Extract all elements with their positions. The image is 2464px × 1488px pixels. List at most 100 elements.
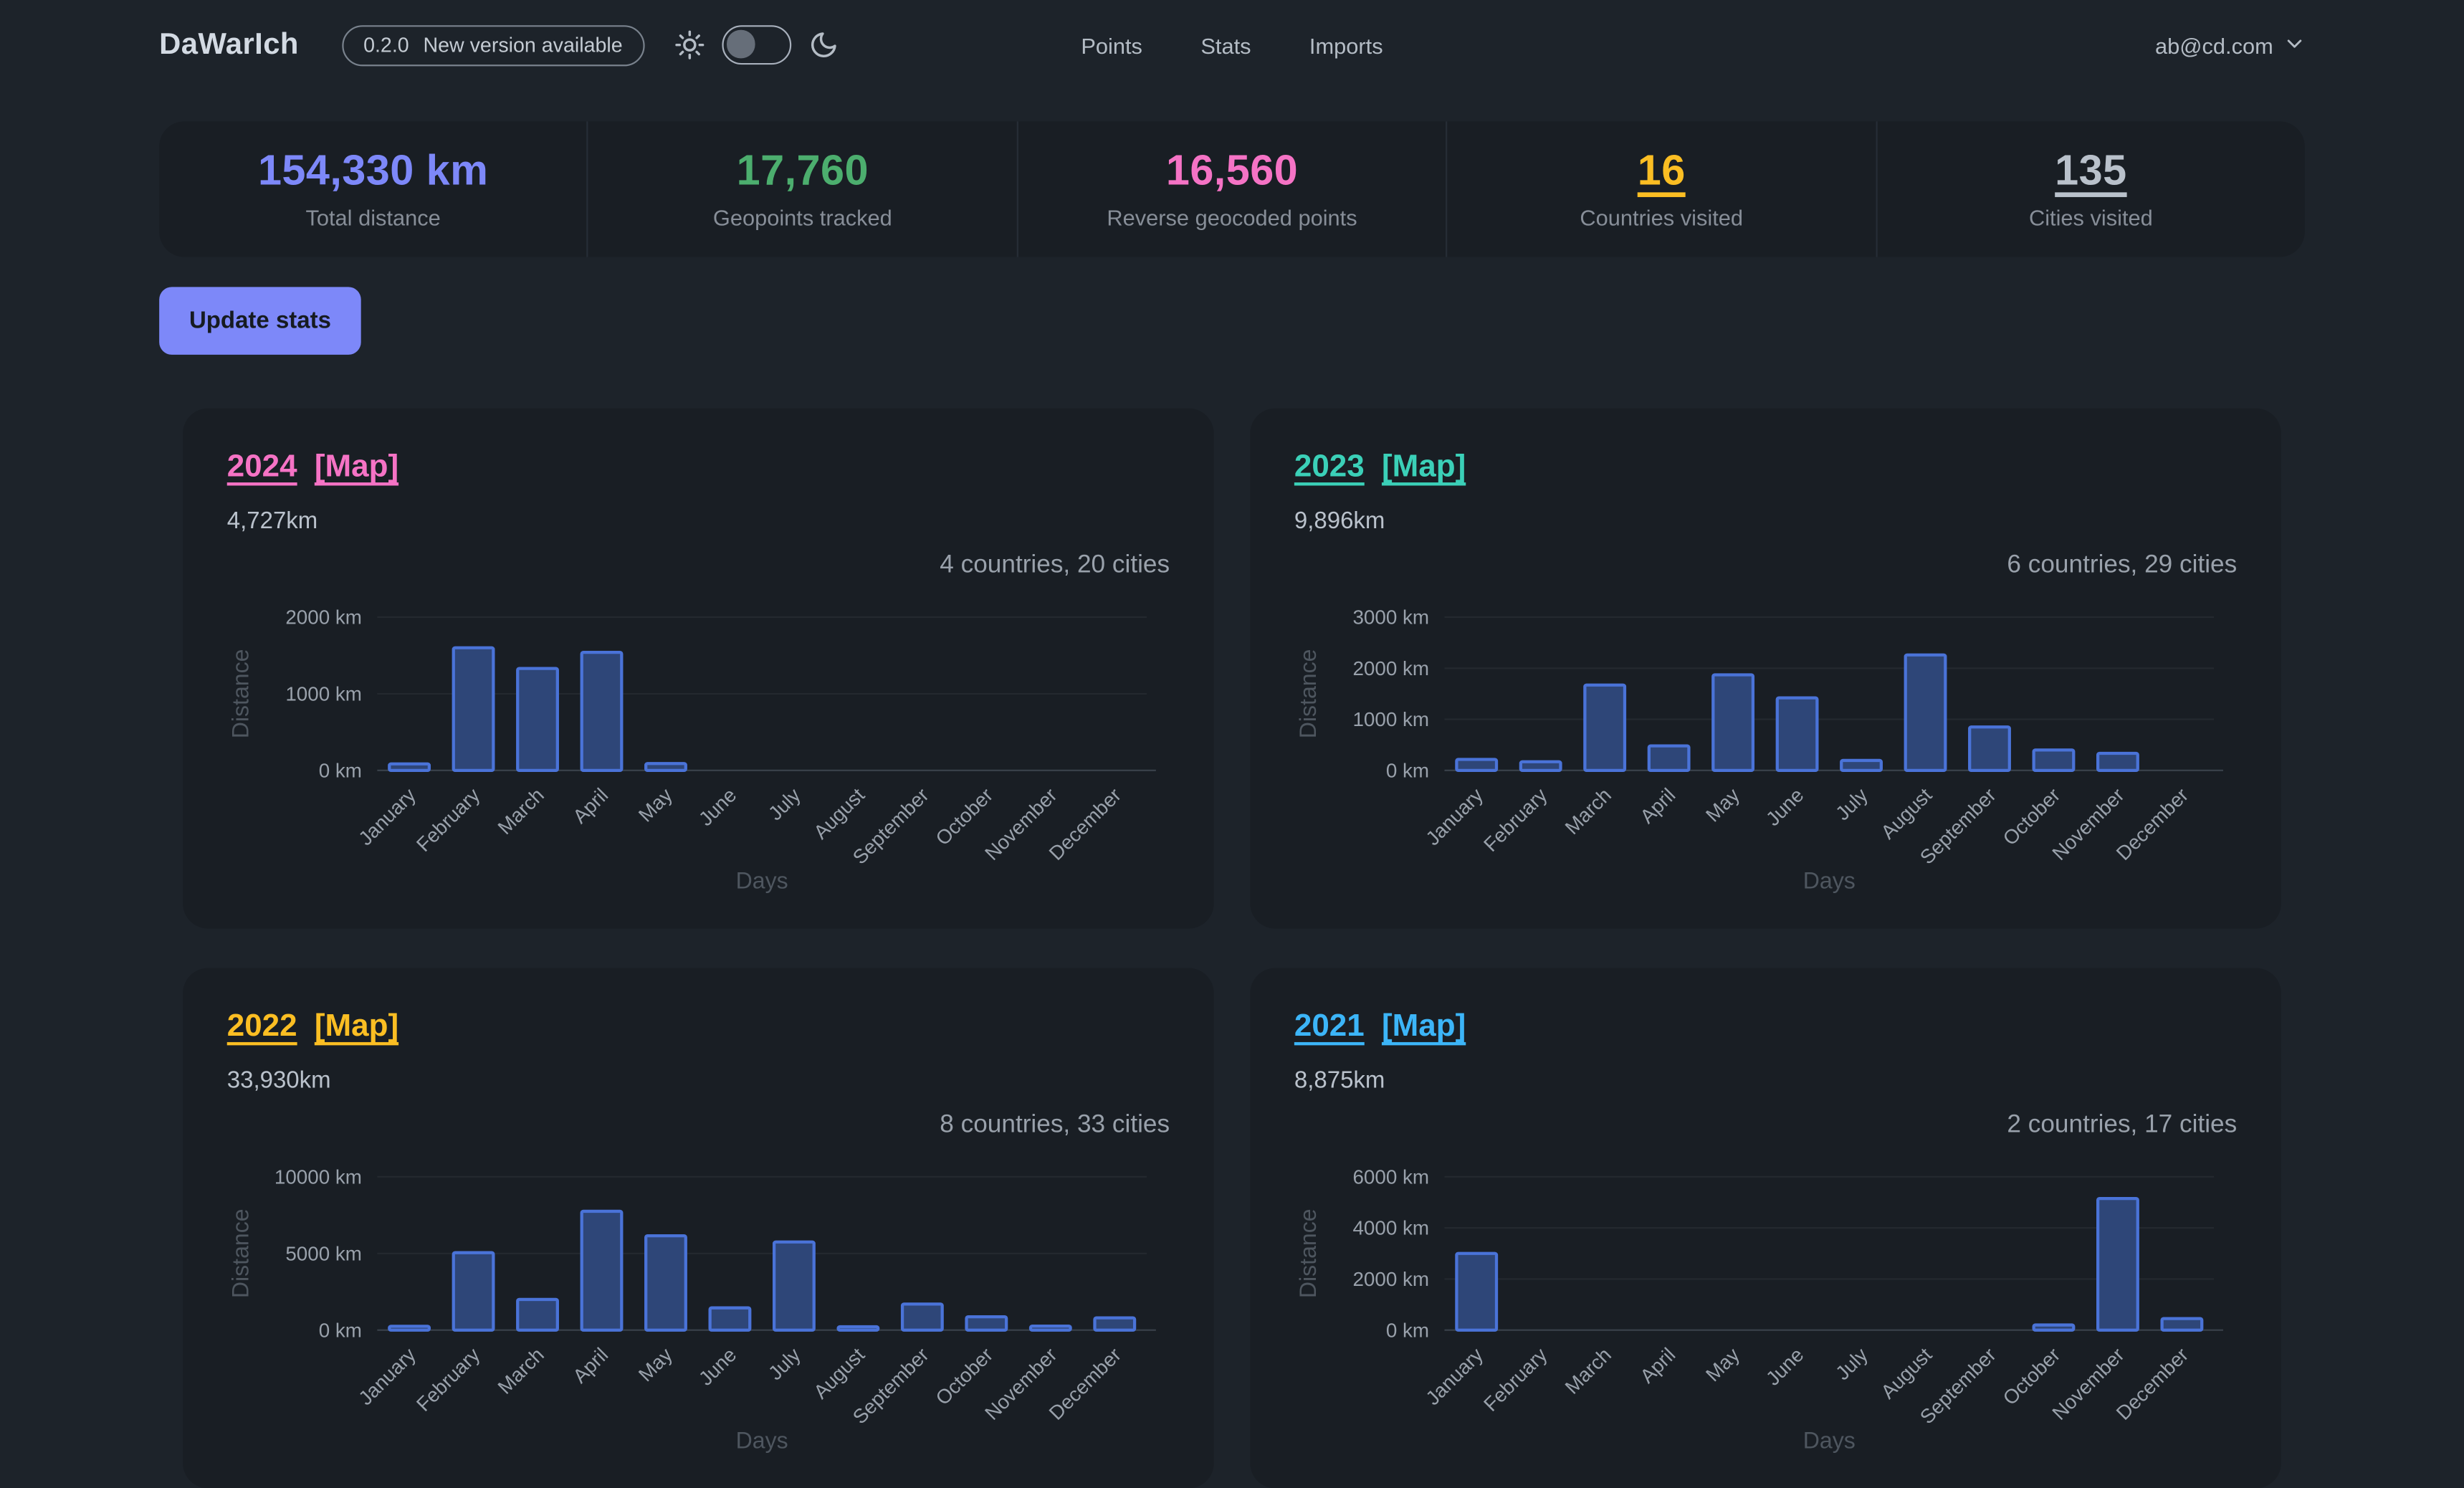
x-tick-label: July [1831, 783, 1872, 824]
year-links-row: 2021 [Map] [1294, 1009, 2237, 1046]
bar-february [1519, 760, 1562, 772]
x-axis-title: Days [1803, 1427, 1856, 1453]
year-links-row: 2024 [Map] [227, 449, 1170, 486]
bar-january [1455, 758, 1499, 772]
bar-july [1840, 758, 1883, 772]
year-cards-grid: 2024 [Map] 4,727km 4 countries, 20 cities 0 … [183, 408, 2281, 1488]
bar-march [1583, 683, 1627, 772]
bar-may [644, 1234, 687, 1332]
y-tick-label: 2000 km [1352, 1268, 1429, 1290]
stats-panel: 154,330 km Total distance 17,760 Geopoints … [159, 121, 2305, 257]
stat-value[interactable]: 16 [1637, 146, 1686, 194]
x-tick-label: March [493, 784, 548, 839]
bar-september [1968, 725, 2011, 772]
y-tick-label: 0 km [1386, 1319, 1429, 1341]
x-tick-label: October [931, 1343, 997, 1409]
stat-label: Countries visited [1580, 204, 1744, 230]
year-card-2024: 2024 [Map] 4,727km 4 countries, 20 cities 0 … [183, 408, 1214, 929]
stat-value: 16,560 [1165, 146, 1299, 194]
moon-icon [808, 30, 839, 60]
y-tick-label: 2000 km [1352, 657, 1429, 679]
update-stats-button[interactable]: Update stats [159, 287, 361, 355]
nav-link-stats[interactable]: Stats [1200, 32, 1251, 58]
bar-february [452, 646, 495, 772]
year-link-2023[interactable]: 2023 [1294, 449, 1365, 485]
x-tick-label: August [809, 783, 869, 843]
map-link-2021[interactable]: [Map] [1381, 1008, 1466, 1044]
map-link-2022[interactable]: [Map] [314, 1008, 399, 1044]
version-number: 0.2.0 [363, 32, 409, 57]
toggle-knob [727, 30, 755, 58]
bar-august [836, 1325, 880, 1332]
year-link-2024[interactable]: 2024 [226, 449, 297, 485]
x-tick-label: May [634, 1343, 677, 1386]
x-tick-label: February [1479, 783, 1552, 856]
x-tick-label: August [1876, 783, 1936, 843]
x-tick-label: February [412, 1343, 484, 1416]
sun-icon [674, 30, 705, 60]
new-version-text: New version available [423, 32, 623, 57]
x-tick-label: June [694, 1343, 741, 1390]
y-tick-label: 3000 km [1352, 606, 1429, 629]
nav-link-imports[interactable]: Imports [1309, 32, 1383, 58]
x-tick-label: June [1762, 784, 1808, 831]
theme-toggle[interactable] [722, 25, 791, 65]
year-link-2022[interactable]: 2022 [226, 1008, 297, 1044]
stat-label: Cities visited [2028, 204, 2153, 230]
countries-cities-summary: 8 countries, 33 cities [940, 1111, 1170, 1139]
y-tick-label: 2000 km [285, 606, 362, 629]
x-tick-label: May [634, 783, 677, 826]
stat-cell-reverse-geocoded-points: 16,560 Reverse geocoded points [1016, 121, 1446, 257]
version-badge[interactable]: 0.2.0 New version available [341, 24, 645, 66]
x-tick-label: March [1561, 1343, 1616, 1398]
year-links-row: 2022 [Map] [227, 1009, 1170, 1046]
user-menu[interactable]: ab@cd.com [2155, 32, 2305, 57]
bar-may [644, 762, 687, 772]
x-tick-label: August [1876, 1343, 1936, 1403]
y-tick-label: 0 km [319, 759, 362, 781]
x-tick-label: May [1701, 1343, 1744, 1386]
bar-january [388, 762, 431, 772]
theme-controls [674, 25, 839, 65]
map-link-2024[interactable]: [Map] [314, 449, 399, 485]
x-tick-label: January [354, 1343, 420, 1409]
bar-april [580, 1209, 624, 1332]
year-distance: 8,875km [1294, 1067, 1385, 1094]
bar-march [516, 667, 559, 772]
bar-november [2096, 751, 2139, 772]
x-tick-label: October [931, 784, 997, 850]
bar-march [516, 1297, 559, 1332]
x-tick-label: March [493, 1343, 548, 1398]
bar-january [1455, 1251, 1499, 1332]
year-distance: 33,930km [226, 1067, 331, 1094]
user-email: ab@cd.com [2155, 32, 2273, 58]
stat-value[interactable]: 135 [2055, 146, 2127, 194]
page: DaWarIch 0.2.0 New version available [159, 24, 2305, 1454]
x-tick-label: January [1421, 1343, 1487, 1409]
app-logo[interactable]: DaWarIch [159, 27, 299, 61]
bar-november [2096, 1196, 2139, 1332]
x-tick-label: April [568, 784, 612, 828]
nav-link-points[interactable]: Points [1081, 32, 1142, 58]
bar-january [388, 1325, 431, 1332]
x-tick-label: August [809, 1343, 869, 1403]
bar-august [1904, 653, 1947, 772]
map-link-2023[interactable]: [Map] [1381, 449, 1466, 485]
y-axis-title: Distance [1295, 1208, 1321, 1298]
y-tick-label: 4000 km [1352, 1217, 1429, 1239]
year-card-2022: 2022 [Map] 33,930km 8 countries, 33 cities 0… [183, 968, 1214, 1488]
x-tick-label: July [1831, 1343, 1872, 1384]
bar-october [965, 1315, 1008, 1332]
year-distance: 9,896km [1294, 507, 1385, 535]
y-tick-label: 1000 km [285, 683, 362, 705]
y-axis-title: Distance [1295, 649, 1321, 738]
bar-december [1093, 1316, 1137, 1332]
year-link-2021[interactable]: 2021 [1294, 1008, 1365, 1044]
year-distance: 4,727km [226, 507, 318, 535]
x-tick-label: January [1421, 783, 1487, 849]
bar-october [2032, 748, 2076, 772]
x-axis-title: Days [1803, 868, 1856, 894]
bar-september [900, 1302, 944, 1332]
